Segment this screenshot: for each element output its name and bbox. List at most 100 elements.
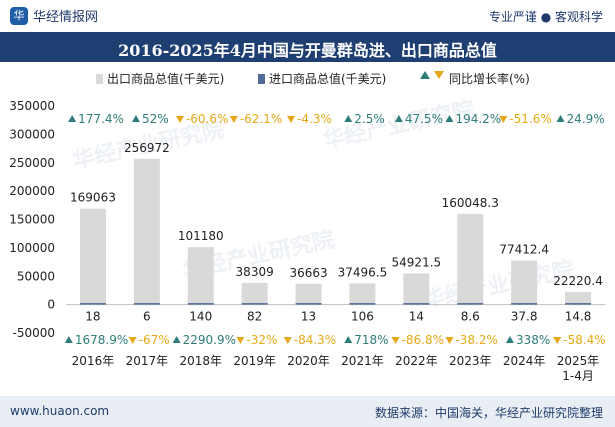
import-growth-label: -67%	[139, 333, 170, 347]
bar-import[interactable]	[295, 303, 322, 305]
brand-name: 华经情报网	[33, 10, 99, 25]
import-growth-label: -84.3%	[294, 333, 336, 347]
growth-up-arrow-icon	[68, 115, 77, 122]
legend-growth-label: 同比增长率(%)	[449, 71, 530, 86]
watermark-text: 华经产业研究院	[321, 96, 477, 153]
import-value-label: 8.6	[461, 310, 480, 324]
title-bar: 2016-2025年4月中国与开曼群岛进、出口商品总值	[0, 32, 615, 62]
legend-export-swatch	[96, 74, 103, 84]
huajing-logo-icon: 华	[10, 6, 28, 25]
export-growth-label: -51.6%	[509, 112, 551, 126]
bar-import[interactable]	[133, 303, 160, 305]
legend-import-label: 进口商品总值(千美元)	[269, 71, 386, 86]
export-growth-label: 194.2%	[455, 112, 501, 126]
growth-up-arrow-icon	[131, 115, 140, 122]
bar-export[interactable]	[241, 282, 268, 305]
growth-up-arrow-icon	[505, 336, 514, 343]
x-tick-label: 2018年	[179, 354, 222, 368]
import-value-label: 37.8	[511, 310, 538, 324]
import-value-label: 18	[85, 310, 100, 324]
x-tick-label: 2024年	[503, 354, 546, 368]
growth-down-arrow-icon	[175, 116, 184, 123]
x-tick-label: 2022年	[395, 354, 438, 368]
import-growth-label: -86.8%	[402, 333, 444, 347]
y-tick-label: 50000	[17, 269, 55, 283]
bar-import[interactable]	[403, 303, 430, 305]
import-growth-label: 1678.9%	[75, 333, 128, 347]
site-url[interactable]: www.huaon.com	[10, 404, 110, 418]
bottom-bar: www.huaon.com 数据来源：中国海关，华经产业研究院整理	[0, 396, 615, 427]
export-growth-label: -60.6%	[186, 112, 228, 126]
export-value-label: 77412.4	[499, 243, 549, 257]
export-value-label: 38309	[236, 265, 274, 279]
export-growth-label: -4.3%	[297, 112, 332, 126]
import-growth-label: 338%	[516, 333, 550, 347]
bar-export[interactable]	[457, 213, 484, 305]
growth-rows: 177.4% 52% -60.6% -62.1% -4.3% 2.5% 47.5% 194.2…	[64, 112, 606, 347]
bar-import[interactable]	[241, 303, 268, 305]
x-tick-label: 2021年	[341, 354, 384, 368]
x-axis: 2016年 2017年 2018年 2019年 2020年 2021年 2022年 2023年…	[66, 304, 605, 383]
import-value-label: 14.8	[565, 310, 592, 324]
growth-up-arrow-icon	[344, 336, 353, 343]
export-value-label: 36663	[289, 266, 327, 280]
legend-export-label: 出口商品总值(千美元)	[107, 71, 224, 86]
bar-import[interactable]	[511, 303, 538, 305]
import-value-label: 14	[409, 310, 424, 324]
export-value-label: 22220.4	[553, 274, 603, 288]
growth-up-arrow-icon	[344, 115, 353, 122]
bar-export[interactable]	[403, 273, 430, 305]
export-growth-label: 47.5%	[405, 112, 443, 126]
growth-down-arrow-icon	[287, 116, 296, 123]
export-growth-label: 52%	[142, 112, 169, 126]
y-axis: -50000 0 50000 100000 150000 200000 250000 3000…	[9, 99, 55, 340]
bar-export[interactable]	[79, 208, 106, 305]
import-value-label: 82	[247, 310, 262, 324]
growth-down-arrow-icon	[391, 337, 400, 344]
legend-import-swatch	[258, 74, 265, 84]
bar-export[interactable]	[187, 247, 214, 305]
export-growth-label: -62.1%	[240, 112, 282, 126]
x-tick-label: 2016年	[72, 354, 115, 368]
legend-down-arrow-icon	[434, 71, 444, 79]
growth-down-arrow-icon	[445, 337, 454, 344]
import-growth-label: -32%	[246, 333, 277, 347]
bar-export[interactable]	[565, 292, 592, 305]
bar-export[interactable]	[133, 158, 160, 305]
bar-export[interactable]	[295, 283, 322, 305]
bar-import[interactable]	[457, 303, 484, 305]
growth-down-arrow-icon	[553, 337, 562, 344]
import-value-label: 140	[189, 310, 212, 324]
bar-import[interactable]	[349, 303, 376, 305]
bars	[79, 158, 592, 305]
bar-import[interactable]	[565, 303, 592, 305]
legend: 出口商品总值(千美元) 进口商品总值(千美元) 同比增长率(%)	[96, 71, 530, 86]
y-tick-label: 150000	[9, 213, 55, 227]
growth-down-arrow-icon	[229, 116, 238, 123]
top-bar: 华 华经情报网 专业严谨 ● 客观科学	[0, 0, 615, 30]
import-growth-label: -58.4%	[563, 333, 605, 347]
bar-export[interactable]	[349, 283, 376, 305]
x-tick-label: 2020年	[287, 354, 330, 368]
export-value-label: 160048.3	[442, 196, 499, 210]
chart-title: 2016-2025年4月中国与开曼群岛进、出口商品总值	[118, 41, 497, 60]
export-value-label: 101180	[178, 229, 224, 243]
y-tick-label: 250000	[9, 156, 55, 170]
export-value-label: 169063	[70, 191, 116, 205]
y-tick-label: 100000	[9, 241, 55, 255]
export-value-label: 54921.5	[392, 255, 442, 269]
y-tick-label: -50000	[12, 326, 55, 340]
legend-up-arrow-icon	[420, 71, 430, 79]
data-labels: 169063 256972 101180 38309 36663 37496.5 54921…	[70, 141, 603, 324]
import-value-label: 106	[351, 310, 374, 324]
bar-export[interactable]	[511, 260, 538, 305]
x-tick-label: 2017年	[126, 354, 169, 368]
brand[interactable]: 华 华经情报网	[10, 6, 98, 25]
growth-down-arrow-icon	[499, 116, 508, 123]
bar-import[interactable]	[187, 303, 214, 305]
growth-up-arrow-icon	[556, 115, 565, 122]
y-tick-label: 0	[47, 298, 55, 312]
bar-import[interactable]	[79, 303, 106, 305]
import-growth-label: -38.2%	[455, 333, 497, 347]
growth-down-arrow-icon	[128, 337, 137, 344]
